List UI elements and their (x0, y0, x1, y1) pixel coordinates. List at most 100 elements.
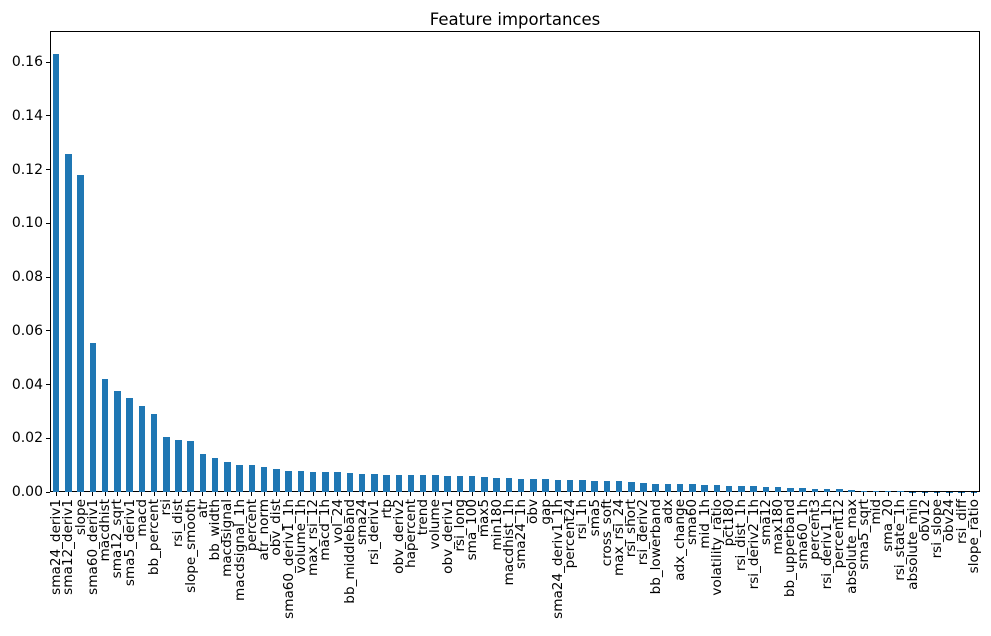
x-tick-mark (177, 492, 179, 496)
x-tick-mark (545, 492, 547, 496)
x-tick-mark (349, 492, 351, 496)
x-tick-mark (422, 492, 424, 496)
x-tick-mark (630, 492, 632, 496)
y-tick-label: 0.14 (11, 107, 43, 124)
x-tick-mark (973, 492, 975, 496)
bar (89, 342, 97, 492)
bar (774, 487, 782, 492)
bar (811, 488, 819, 492)
x-tick-mark (398, 492, 400, 496)
x-tick-mark (153, 492, 155, 496)
bar (187, 440, 194, 492)
bar (138, 406, 146, 492)
x-tick-mark (410, 492, 412, 496)
x-tick-mark (887, 492, 889, 496)
x-tick-mark (263, 492, 265, 496)
y-tick-label: 0.12 (11, 161, 43, 178)
x-tick-mark (814, 492, 816, 496)
y-tick-mark (46, 437, 50, 439)
bar (603, 480, 611, 492)
bar (689, 484, 696, 492)
bar (114, 391, 121, 492)
bar (591, 480, 598, 492)
bar (285, 470, 292, 492)
x-tick-mark (569, 492, 571, 496)
x-tick-mark (691, 492, 693, 496)
bar (52, 54, 60, 492)
bar (432, 475, 439, 492)
bar (750, 486, 757, 492)
x-tick-mark (190, 492, 192, 496)
bar (334, 472, 341, 492)
x-tick-mark (606, 492, 608, 496)
bar (395, 474, 402, 492)
bar (725, 485, 733, 492)
bar (211, 458, 219, 492)
bar (260, 466, 268, 492)
bar (150, 414, 158, 492)
y-tick-mark (46, 330, 50, 332)
bar (236, 464, 243, 492)
x-tick-mark (826, 492, 828, 496)
bar (407, 475, 415, 492)
y-tick-label: 0.02 (11, 430, 43, 447)
y-tick-label: 0.10 (11, 215, 43, 232)
y-tick-label: 0.16 (11, 54, 43, 71)
x-tick-mark (667, 492, 669, 496)
bar (273, 468, 280, 492)
y-tick-label: 0.04 (11, 376, 43, 393)
bar (579, 480, 586, 492)
x-tick-mark (312, 492, 314, 496)
x-tick-mark (594, 492, 596, 496)
bar (823, 488, 831, 492)
x-tick-mark (642, 492, 644, 496)
bar (346, 473, 354, 492)
bar (860, 490, 867, 492)
x-tick-mark (679, 492, 681, 496)
x-tick-mark (202, 492, 204, 496)
bar (65, 153, 72, 492)
x-tick-mark (789, 492, 791, 496)
bar (505, 478, 513, 492)
bar (199, 454, 207, 492)
chart-title: Feature importances (429, 10, 601, 29)
x-tick-mark (557, 492, 559, 496)
x-tick-mark (373, 492, 375, 496)
bar (762, 486, 770, 492)
x-tick-mark (288, 492, 290, 496)
y-tick-mark (46, 115, 50, 117)
y-tick-mark (46, 61, 50, 63)
bar (101, 379, 109, 492)
bar (481, 476, 488, 492)
x-tick-mark (275, 492, 277, 496)
bar (664, 483, 672, 492)
x-tick-mark (961, 492, 963, 496)
x-tick-mark (618, 492, 620, 496)
x-tick-mark (324, 492, 326, 496)
x-tick-mark (716, 492, 718, 496)
y-tick-label: 0.06 (11, 322, 43, 339)
bar (628, 482, 635, 492)
plot-area (50, 31, 980, 492)
x-tick-mark (129, 492, 131, 496)
x-tick-mark (777, 492, 779, 496)
y-tick-mark (46, 276, 50, 278)
bar (322, 471, 329, 492)
bar (309, 471, 317, 492)
x-tick-mark (300, 492, 302, 496)
x-tick-mark (447, 492, 449, 496)
x-tick-mark (936, 492, 938, 496)
x-tick-mark (80, 492, 82, 496)
x-tick-mark (532, 492, 534, 496)
bar (738, 485, 745, 492)
bar (615, 481, 623, 492)
y-tick-label: 0.08 (11, 269, 43, 286)
x-tick-mark (948, 492, 950, 496)
bar (799, 487, 806, 492)
bar (493, 477, 500, 492)
x-tick-mark (838, 492, 840, 496)
bar (468, 476, 476, 492)
x-tick-mark (459, 492, 461, 496)
bar (126, 397, 133, 492)
